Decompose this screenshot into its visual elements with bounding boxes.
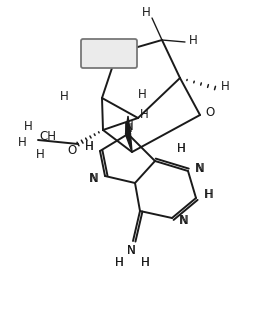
- Text: H: H: [141, 257, 149, 270]
- Text: N: N: [179, 214, 187, 227]
- Text: H: H: [85, 141, 93, 154]
- Text: N: N: [196, 162, 204, 175]
- Text: H: H: [18, 136, 26, 149]
- Text: H: H: [141, 257, 149, 270]
- Text: H: H: [115, 257, 123, 270]
- Text: H: H: [60, 90, 68, 102]
- Text: H: H: [204, 188, 212, 201]
- Polygon shape: [126, 116, 130, 134]
- Text: Abs: Abs: [90, 49, 110, 59]
- Text: O: O: [67, 143, 77, 156]
- Text: N: N: [127, 244, 135, 257]
- Text: H: H: [142, 7, 150, 20]
- Polygon shape: [126, 133, 132, 152]
- FancyBboxPatch shape: [81, 39, 137, 68]
- Text: N: N: [124, 123, 132, 136]
- Text: H: H: [221, 80, 229, 93]
- Text: N: N: [90, 172, 98, 185]
- Text: CH: CH: [39, 130, 56, 143]
- Text: N: N: [127, 244, 135, 257]
- Text: H: H: [85, 141, 93, 154]
- Text: N: N: [124, 121, 133, 134]
- Text: O: O: [205, 107, 215, 120]
- Text: H: H: [177, 141, 185, 155]
- Text: H: H: [205, 188, 213, 201]
- Text: H: H: [177, 141, 185, 155]
- Text: H: H: [24, 120, 32, 132]
- Text: H: H: [140, 108, 148, 121]
- Text: H: H: [189, 34, 197, 47]
- Text: N: N: [195, 162, 203, 175]
- Text: H: H: [138, 88, 146, 101]
- Text: H: H: [115, 257, 123, 270]
- Text: N: N: [180, 214, 188, 227]
- Text: H: H: [35, 147, 44, 160]
- Text: N: N: [89, 172, 97, 185]
- Text: O: O: [118, 49, 126, 59]
